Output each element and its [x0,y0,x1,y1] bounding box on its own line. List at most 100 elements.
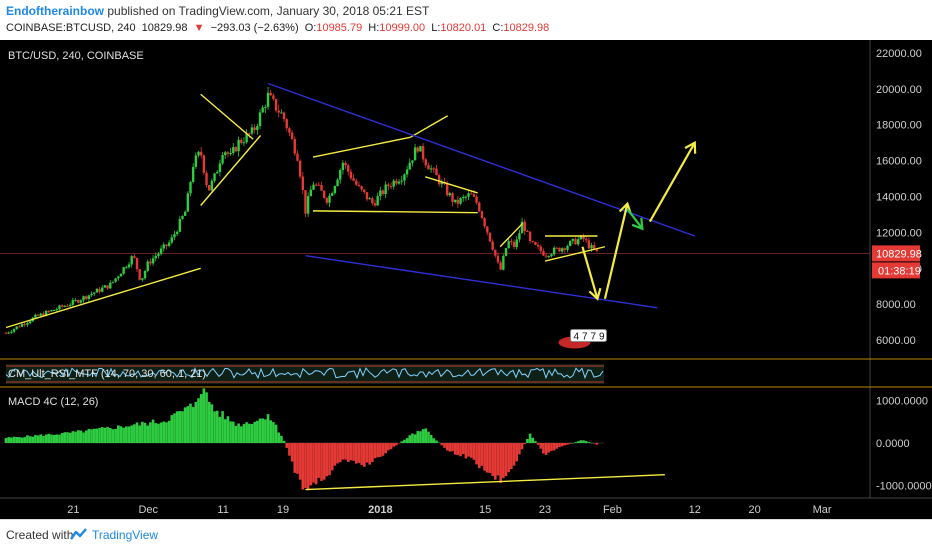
macd-bar-negative [389,443,393,450]
author-link[interactable]: Endoftherainbow [6,4,104,18]
macd-bar-negative [448,443,452,452]
candle-up [55,309,59,311]
macd-bar-negative [536,443,540,445]
macd-bar-negative [469,443,473,458]
tradingview-brand-link[interactable]: TradingView [92,528,159,542]
candle-down [593,245,596,250]
macd-bar-positive [74,431,77,443]
macd-bar-positive [234,425,238,443]
macd-bar-negative [397,443,401,444]
macd-bar-positive [429,435,433,443]
candle-up [82,296,85,301]
macd-bar-negative [560,443,564,447]
macd-bar-positive [571,442,575,444]
macd-bar-negative [346,443,350,463]
candle-down [585,238,588,241]
macd-bar-positive [587,442,591,443]
chart-area[interactable]: BTC/USD, 240, COINBASE 6000.00 8000.00 1000… [0,40,932,519]
candle-down [395,180,398,184]
candle-up [210,180,214,191]
candle-up [309,189,313,197]
macd-bar-positive [269,420,273,443]
candle-up [34,314,37,318]
macd-bar-positive [44,434,48,443]
candle-down [298,160,302,177]
candle-down [451,193,454,203]
macd-bar-positive [79,430,83,443]
macd-bar-positive [162,421,166,443]
macd-bar-negative [443,443,446,448]
macd-bar-positive [119,426,123,443]
candle-down [355,180,358,185]
macd-bar-negative [304,443,307,488]
yellow-arrow [648,140,697,223]
macd-bar-positive [584,441,588,443]
macd-bar-positive [10,437,13,443]
macd-bar-negative [539,443,543,449]
candle-down [282,112,286,120]
candle-up [141,278,144,280]
candle-up [221,155,224,164]
change-arrow-icon: ▼ [193,22,205,34]
macd-bar-positive [130,425,133,443]
macd-title: MACD 4C (12, 26) [8,396,98,408]
macd-bar-positive [71,431,75,443]
candle-down [528,231,532,242]
chart-svg[interactable]: BTC/USD, 240, COINBASE 6000.00 8000.00 1000… [0,40,932,519]
macd-bar-negative [368,443,371,465]
macd-bar-positive [191,407,195,443]
macd-bar-positive [60,433,64,443]
candle-down [288,128,291,133]
macd-bar-negative [507,443,510,473]
tradingview-logo-icon[interactable] [70,527,88,541]
candle-up [157,253,160,257]
candle-up [550,254,553,257]
macd-bar-negative [595,443,599,445]
macd-bar-negative [333,443,337,466]
macd-bar-negative [518,443,521,455]
candle-down [478,202,481,212]
candle-down [582,235,585,239]
macd-bar-positive [159,422,163,443]
candle-down [456,199,460,204]
macd-bar-negative [328,443,331,476]
candle-up [560,248,564,252]
macd-bar-positive [202,388,206,443]
macd-bar-positive [92,428,96,443]
macd-bar-positive [108,428,112,443]
macd-bar-positive [84,430,88,443]
macd-bar-negative [379,443,382,457]
candle-down [488,232,492,242]
candle-down [470,193,473,195]
macd-bar-negative [566,443,569,445]
candle-up [213,173,216,181]
macd-bar-positive [258,418,262,443]
macd-bar-negative [373,443,377,459]
macd-bar-positive [274,424,278,443]
candle-up [87,295,91,299]
candle-up [58,305,61,310]
rsi-band [6,364,604,384]
macd-bar-positive [264,419,267,443]
macd-bar-negative [477,443,481,469]
candle-down [555,247,559,249]
macd-bar-negative [568,443,572,444]
candle-down [445,183,449,196]
macd-bar-negative [451,443,454,452]
candle-down [248,133,251,135]
candle-up [119,273,123,277]
macd-bar-positive [213,411,216,443]
candle-up [518,233,521,240]
candle-down [544,255,548,257]
candle-up [448,193,452,196]
time-axis-tick-label: 20 [749,504,761,516]
macd-bar-positive [403,439,406,443]
candle-up [341,162,345,171]
candle-down [301,176,304,191]
candle-up [419,146,422,152]
candle-up [440,182,444,185]
change-value: −293.03 (−2.63%) [210,22,299,34]
macd-histogram [4,388,599,491]
symbol-label: COINBASE:BTCUSD, 240 [6,22,136,34]
candle-down [36,314,40,316]
